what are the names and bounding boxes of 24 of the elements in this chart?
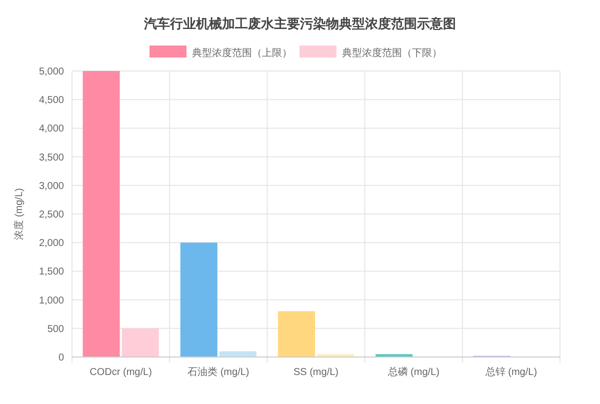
y-tick-label: 0 [58, 352, 64, 364]
y-tick-label: 500 [47, 324, 64, 335]
bar [180, 242, 218, 357]
x-tick-label: 总锌 (mg/L) [484, 366, 538, 378]
x-tick-label: SS (mg/L) [293, 367, 339, 378]
x-tick-label: 总磷 (mg/L) [386, 366, 440, 378]
y-tick-label: 1,000 [38, 295, 64, 306]
y-tick-label: 3,500 [38, 152, 64, 164]
legend-label: 典型浓度范围（下限） [342, 47, 442, 59]
bar [122, 328, 159, 357]
y-tick-label: 5,000 [38, 66, 64, 78]
bar [82, 71, 120, 357]
bar [278, 311, 315, 357]
chart-title: 汽车行业机械加工废水主要污染物典型浓度范围示意图 [143, 16, 456, 31]
x-tick-label: 石油类 (mg/L) [188, 366, 250, 378]
y-tick-label: 4,000 [38, 124, 64, 135]
y-tick-label: 3,000 [38, 180, 64, 192]
legend-label: 典型浓度范围（上限） [192, 47, 292, 59]
y-tick-label: 2,000 [38, 238, 64, 250]
x-tick-label: CODcr (mg/L) [90, 367, 152, 378]
y-tick-label: 1,500 [38, 266, 64, 278]
y-tick-label: 2,500 [38, 210, 64, 220]
y-axis-title: 浓度 (mg/L) [13, 188, 25, 240]
y-tick-label: 4,500 [38, 95, 64, 106]
